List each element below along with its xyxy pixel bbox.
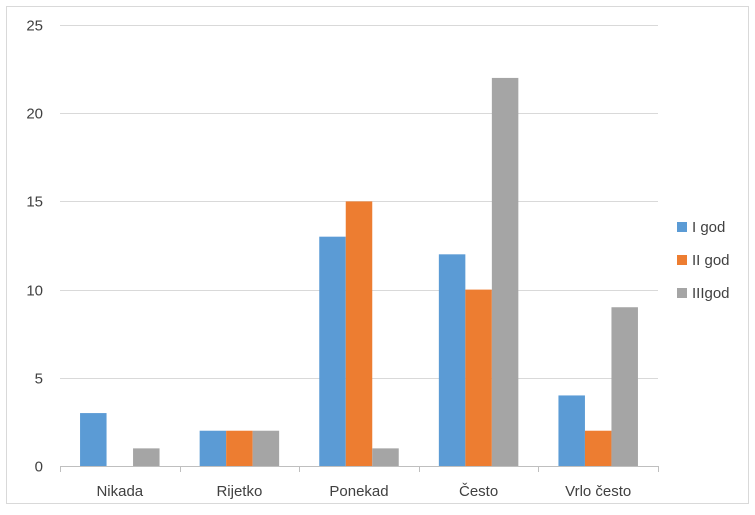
bar-ii-god-3: [465, 289, 492, 466]
x-tick-label: Nikada: [96, 483, 143, 500]
x-tick-label: Vrlo često: [565, 483, 631, 500]
legend-label: I god: [692, 219, 725, 236]
y-tick-label: 15: [26, 194, 43, 211]
bar-ii-god-1: [226, 430, 253, 466]
y-tick-label: 20: [26, 106, 43, 123]
x-tick-label: Ponekad: [329, 483, 388, 500]
bars: [80, 77, 638, 467]
legend-label: II god: [692, 252, 730, 269]
y-tick-label: 5: [35, 371, 43, 388]
bar-ii-god-4: [584, 430, 612, 466]
bar-iiigod-3: [491, 77, 519, 467]
x-tick-label: Često: [459, 483, 498, 500]
axes: 0 5 10 15 20 25 Nikada Rijetko Ponekad Često Vrlo …: [26, 18, 659, 500]
x-tick-label: Rijetko: [216, 483, 262, 500]
bar-iiigod-0: [133, 448, 160, 466]
y-tick-label: 10: [26, 283, 43, 300]
legend-swatch: [677, 255, 687, 265]
bar-i-god-2: [319, 236, 346, 466]
bar-i-god-4: [558, 395, 585, 466]
bar-ii-god-2: [345, 201, 373, 466]
y-tick-label: 25: [26, 18, 43, 35]
bar-iiigod-4: [611, 307, 638, 466]
bar-i-god-1: [199, 430, 227, 466]
legend-label: IIIgod: [692, 285, 730, 302]
y-tick-label: 0: [35, 459, 43, 476]
legend: I god II god IIIgod: [677, 219, 730, 302]
bar-iiigod-2: [372, 448, 399, 466]
bar-i-god-0: [80, 413, 107, 466]
legend-swatch: [677, 288, 687, 298]
bar-iiigod-1: [252, 430, 280, 466]
legend-swatch: [677, 222, 687, 232]
bar-i-god-3: [438, 254, 466, 466]
